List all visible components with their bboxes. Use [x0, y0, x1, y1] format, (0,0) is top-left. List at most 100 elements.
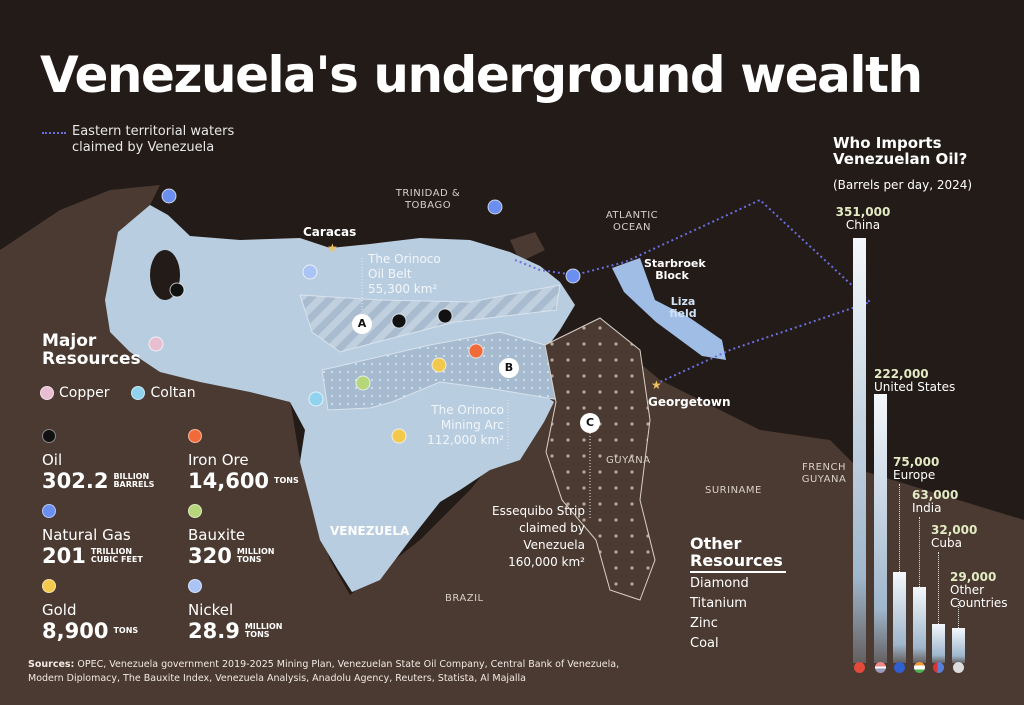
map-legend-line: Eastern territorial waters claimed by Ve… [42, 124, 282, 156]
label-atlantic: ATLANTIC OCEAN [605, 210, 659, 233]
label-oil-belt: The Orinoco Oil Belt 55,300 km² [368, 252, 441, 297]
badge-a: A [352, 314, 372, 334]
bar-category-label: Other Countries [950, 583, 1008, 610]
label-mining-arc: The Orinoco Mining Arc 112,000 km² [410, 403, 504, 448]
chart-title: Who Imports Venezuelan Oil? [833, 134, 968, 168]
oil-belt-name1: The Orinoco [368, 252, 441, 266]
chart-subtitle: (Barrels per day, 2024) [833, 178, 973, 192]
bar-value-label: 351,000 [835, 205, 891, 219]
label-essequibo: Essequibo Strip claimed by Venezuela 160… [460, 503, 585, 571]
nickel-location-dot [302, 264, 318, 280]
bar-category-label: Cuba [931, 536, 962, 550]
other-resource-item: Zinc [690, 616, 718, 631]
coltan-location-dot [308, 391, 324, 407]
india-flag-icon [914, 662, 925, 673]
bar-category-label: Europe [893, 468, 936, 482]
bar-value-label: 75,000 [893, 455, 940, 469]
bar-label: 29,000 Other Countries [950, 571, 1020, 610]
resource-gold: Gold 8,900 TONS [42, 578, 182, 643]
copper-location-dot [148, 336, 164, 352]
natural-gas-location-dot [487, 199, 503, 215]
resource-name: Bauxite [188, 526, 246, 544]
essequibo-name2: claimed by Venezuela [519, 521, 585, 552]
bar-europe [893, 572, 906, 663]
major-resources-title: Major Resources [42, 331, 141, 369]
leader-line [938, 552, 939, 625]
label-venezuela: VENEZUELA [330, 524, 410, 538]
coltan-dot-icon [131, 386, 146, 400]
resource-dot-icon [42, 429, 56, 443]
resource-natural-gas: Natural Gas 201 TRILLION CUBIC FEET [42, 503, 182, 568]
resource-name: Gold [42, 601, 77, 619]
resource-value: 302.2 [42, 469, 109, 493]
trinidad-island [510, 232, 545, 262]
sources-label: Sources: [28, 659, 75, 670]
orinoco-mining-arc-area [321, 331, 581, 411]
chip-label: Coltan [150, 385, 196, 401]
orinoco-oil-belt-area [299, 284, 561, 353]
bar-value-label: 222,000 [874, 367, 929, 381]
sources-text: OPEC, Venezuela government 2019-2025 Min… [28, 659, 620, 684]
essequibo-area: 160,000 km² [508, 555, 585, 569]
resource-name: Iron Ore [188, 451, 249, 469]
natural-gas-location-dot [565, 268, 581, 284]
eu-flag-icon [894, 662, 905, 673]
bar-india [913, 586, 926, 663]
label-brazil: BRAZIL [445, 593, 484, 604]
chip-copper: Copper [40, 385, 109, 401]
essequibo-strip-area [544, 317, 656, 601]
resource-dot-icon [188, 579, 202, 593]
resource-unit: MILLION TONS [244, 622, 283, 639]
bar-label: 222,000 United States [874, 368, 955, 394]
resource-dot-icon [188, 504, 202, 518]
resource-iron-ore: Iron Ore 14,600 TONS [188, 428, 328, 493]
gold-location-dot [391, 428, 407, 444]
other-resources: Other Resources Diamond Titanium Zinc Co… [690, 535, 786, 653]
iron-ore-location-dot [468, 343, 484, 359]
china-flag-icon [854, 662, 865, 673]
usa-flag-icon [875, 662, 886, 673]
resource-dot-icon [42, 504, 56, 518]
mining-arc-name2: Mining Arc [440, 418, 504, 432]
resource-dot-icon [42, 579, 56, 593]
copper-dot-icon [40, 386, 54, 400]
other-flag-icon [953, 662, 964, 673]
page-title: Venezuela's underground wealth [40, 46, 923, 104]
bauxite-location-dot [355, 375, 371, 391]
bar-label: 32,000 Cuba [931, 524, 977, 550]
cuba-flag-icon [933, 662, 944, 673]
chip-coltan: Coltan [131, 385, 196, 401]
label-georgetown: Georgetown [648, 395, 731, 409]
badge-b: B [499, 358, 519, 378]
gold-location-dot [431, 357, 447, 373]
resource-unit: TONS [274, 476, 299, 485]
label-suriname: SURINAME [705, 485, 762, 496]
territorial-waters-line [514, 198, 872, 383]
bar-category-label: China [845, 218, 881, 232]
bar-cuba [932, 624, 945, 663]
natural-gas-location-dot [161, 188, 177, 204]
caracas-star: ★ [327, 241, 338, 255]
bar-value-label: 32,000 [931, 523, 978, 537]
label-caracas: Caracas [303, 225, 357, 239]
label-trinidad: TRINIDAD & TOBAGO [395, 188, 461, 211]
resource-unit: BILLION BARRELS [113, 472, 155, 489]
other-resource-item: Titanium [690, 596, 747, 611]
bar-value-label: 29,000 [950, 570, 997, 584]
oil-location-dot [437, 308, 453, 324]
bar-united-states [874, 394, 887, 663]
oil-location-dot [169, 282, 185, 298]
resource-bauxite: Bauxite 320 MILLION TONS [188, 503, 328, 568]
resource-oil: Oil 302.2 BILLION BARRELS [42, 428, 182, 493]
resource-unit: MILLION TONS [236, 547, 275, 564]
resource-value: 320 [188, 544, 232, 568]
oil-location-dot [391, 313, 407, 329]
resource-value: 8,900 [42, 619, 109, 643]
resource-value: 14,600 [188, 469, 270, 493]
resource-name: Nickel [188, 601, 234, 619]
starbroek-block [612, 258, 726, 360]
sources: Sources: OPEC, Venezuela government 2019… [28, 658, 648, 686]
oil-belt-area: 55,300 km² [368, 282, 438, 296]
bar-value-label: 63,000 [912, 488, 959, 502]
